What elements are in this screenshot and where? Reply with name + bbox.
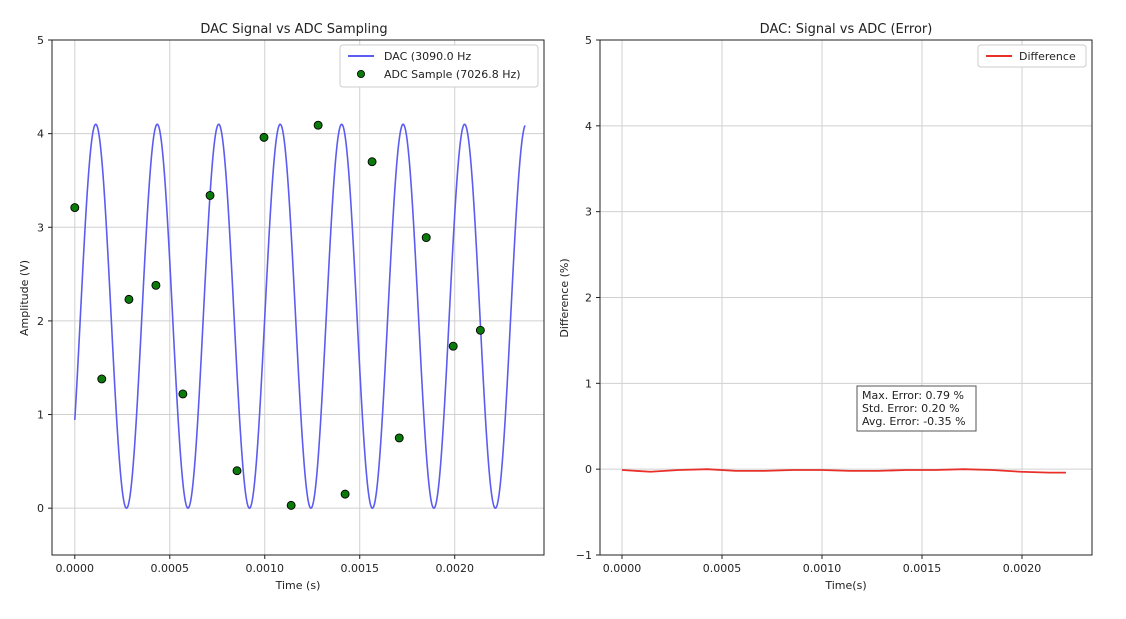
y-tick-label: 3: [585, 206, 592, 219]
x-tick-label: 0.0020: [1003, 562, 1042, 575]
adc-sample-point: [286, 500, 296, 510]
adc-sample-point: [178, 389, 188, 399]
adc-sample-point: [124, 294, 134, 304]
legend-box: [339, 44, 539, 88]
adc-sample-point: [394, 433, 404, 443]
legend: DAC (3090.0 Hz ADC Sample (7026.8 Hz): [339, 44, 539, 88]
y-axis-label: Amplitude (V): [18, 260, 31, 336]
adc-sample-point: [205, 190, 215, 200]
chart-title: DAC: Signal vs ADC (Error): [760, 22, 933, 37]
legend: Difference: [977, 44, 1087, 68]
x-tick-label: 0.0015: [903, 562, 942, 575]
y-tick-label: 5: [37, 34, 44, 47]
plot-frame: [51, 39, 545, 556]
legend-dac-label: DAC (3090.0 Hz: [384, 50, 471, 63]
x-tick-label: 0.0005: [151, 562, 190, 575]
adc-sample-point: [232, 466, 242, 476]
ticks: 0.0000 0.0005 0.0010 0.0015 0.0020 −1 0 1 2 3 4 5: [576, 34, 1041, 575]
x-tick-label: 0.0010: [246, 562, 285, 575]
legend-adc-label: ADC Sample (7026.8 Hz): [384, 68, 521, 81]
error-stats-box: Max. Error: 0.79 % Std. Error: 0.20 % Av…: [856, 385, 977, 432]
y-tick-label: 1: [37, 409, 44, 422]
series-layer: [70, 120, 526, 510]
y-tick-label: 4: [37, 128, 44, 141]
x-axis-label: Time (s): [275, 579, 321, 592]
legend-difference-label: Difference: [1019, 50, 1076, 63]
y-tick-label: 3: [37, 221, 44, 234]
y-tick-label: 4: [585, 120, 592, 133]
adc-sample-point: [448, 341, 458, 351]
series-layer: [621, 468, 1066, 474]
error-chart: DAC: Signal vs ADC (Error) 0.0000 0.0005 0…: [558, 22, 1093, 592]
x-tick-label: 0.0020: [435, 562, 474, 575]
difference-line: [621, 468, 1066, 474]
x-tick-label: 0.0005: [703, 562, 742, 575]
chart-title: DAC Signal vs ADC Sampling: [200, 22, 387, 37]
adc-sample-point: [475, 325, 485, 335]
x-tick-label: 0.0015: [340, 562, 379, 575]
x-axis-label: Time(s): [824, 579, 866, 592]
adc-sample-point: [97, 374, 107, 384]
y-tick-label: 1: [585, 377, 592, 390]
adc-sample-point: [70, 203, 80, 213]
adc-sample-point: [259, 132, 269, 142]
x-tick-label: 0.0000: [603, 562, 642, 575]
x-tick-label: 0.0010: [803, 562, 842, 575]
y-axis-label: Difference (%): [558, 258, 571, 337]
amplitude-chart: DAC Signal vs ADC Sampling 0.0000 0.0005 0…: [18, 22, 545, 592]
adc-sample-point: [313, 120, 323, 130]
dac-signal-line: [74, 123, 526, 510]
y-tick-label: 2: [37, 315, 44, 328]
stat-std-error: Std. Error: 0.20 %: [862, 402, 960, 415]
stat-avg-error: Avg. Error: -0.35 %: [862, 415, 966, 428]
y-tick-label: 5: [585, 34, 592, 47]
grid: [600, 39, 1092, 556]
x-tick-label: 0.0000: [56, 562, 95, 575]
stats-box-frame: [856, 385, 977, 432]
stat-max-error: Max. Error: 0.79 %: [862, 389, 964, 402]
y-tick-label: 2: [585, 292, 592, 305]
y-tick-label: −1: [576, 549, 592, 562]
adc-sample-point: [367, 157, 377, 167]
adc-sample-point: [151, 280, 161, 290]
adc-sample-point: [421, 233, 431, 243]
y-tick-label: 0: [585, 463, 592, 476]
adc-sample-point: [340, 489, 350, 499]
y-tick-label: 0: [37, 502, 44, 515]
ticks: 0.0000 0.0005 0.0010 0.0015 0.0020 0 1 2 3 4 5: [37, 34, 474, 575]
legend-adc-marker: [356, 70, 365, 79]
legend-box: [977, 44, 1087, 68]
